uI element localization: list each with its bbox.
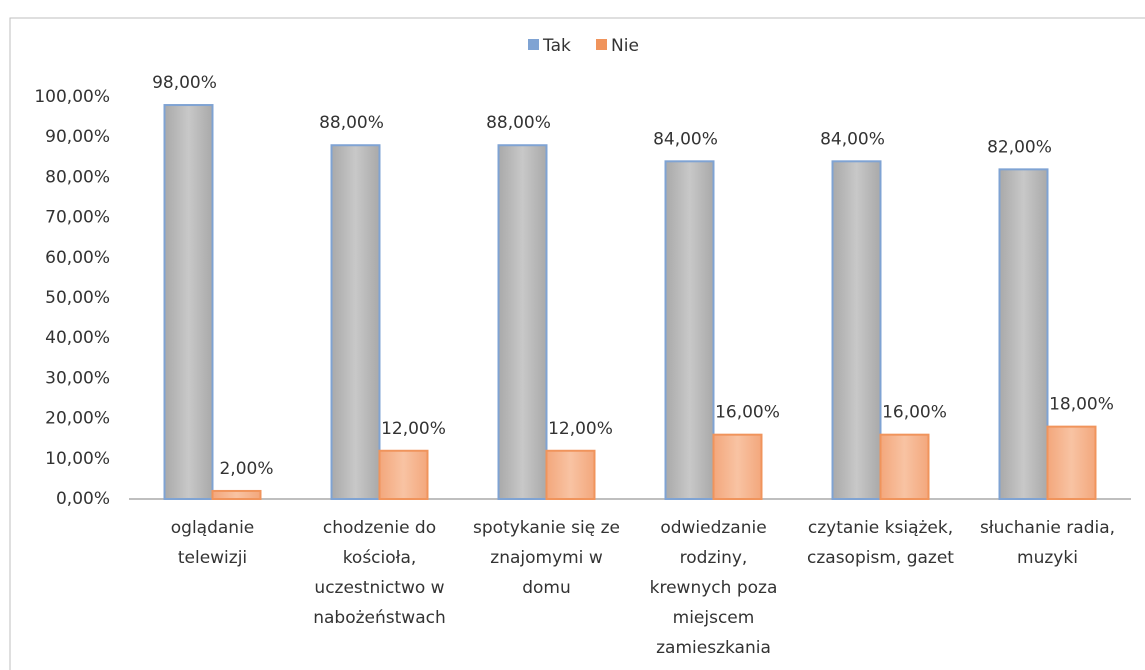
value-label: 2,00% [219, 459, 273, 479]
value-label: 82,00% [987, 137, 1052, 157]
bar [163, 104, 214, 500]
value-label: 84,00% [653, 129, 718, 149]
y-tick-label: 50,00% [45, 288, 110, 308]
legend-label: Tak [542, 36, 571, 56]
x-tick-label: uczestnictwo w [314, 578, 444, 598]
value-label: 88,00% [486, 113, 551, 133]
bar [998, 168, 1049, 501]
value-label: 18,00% [1049, 395, 1114, 415]
x-tick-label: odwiedzanie [660, 518, 766, 538]
bar [664, 160, 715, 500]
x-tick-label: telewizji [178, 548, 247, 568]
y-tick-label: 40,00% [45, 328, 110, 348]
legend-label: Nie [611, 36, 639, 56]
bar [879, 433, 930, 500]
value-label: 16,00% [715, 403, 780, 423]
value-label: 98,00% [152, 73, 217, 93]
x-tick-label: krewnych poza [650, 578, 778, 598]
y-tick-label: 30,00% [45, 368, 110, 388]
x-tick-label: miejscem [673, 608, 755, 628]
x-tick-label: czytanie książek, [808, 518, 953, 538]
bar [211, 489, 262, 500]
x-tick-label: nabożeństwach [313, 608, 446, 628]
bar [497, 144, 548, 501]
legend-swatch [528, 39, 539, 50]
y-tick-label: 80,00% [45, 167, 110, 187]
bar [1046, 425, 1097, 501]
bar [330, 144, 381, 501]
bar [831, 160, 882, 500]
y-tick-label: 100,00% [34, 87, 110, 107]
y-tick-label: 20,00% [45, 409, 110, 429]
x-tick-label: rodziny, [680, 548, 748, 568]
value-label: 16,00% [882, 403, 947, 423]
x-tick-label: kościoła, [343, 548, 417, 568]
x-tick-label: oglądanie [171, 518, 255, 538]
value-label: 84,00% [820, 129, 885, 149]
y-tick-label: 60,00% [45, 248, 110, 268]
y-tick-label: 0,00% [56, 489, 110, 509]
value-label: 12,00% [381, 419, 446, 439]
x-tick-label: słuchanie radia, [980, 518, 1115, 538]
x-tick-label: spotykanie się ze [473, 518, 620, 538]
x-tick-label: znajomymi w [490, 548, 603, 568]
bar [378, 449, 429, 501]
y-tick-label: 90,00% [45, 127, 110, 147]
y-tick-label: 70,00% [45, 208, 110, 228]
value-label: 88,00% [319, 113, 384, 133]
bar [712, 433, 763, 500]
x-tick-label: domu [522, 578, 571, 598]
x-tick-label: muzyki [1017, 548, 1078, 568]
y-tick-label: 10,00% [45, 449, 110, 469]
x-tick-label: czasopism, gazet [807, 548, 954, 568]
legend-swatch [596, 39, 607, 50]
x-tick-label: chodzenie do [323, 518, 436, 538]
x-tick-label: zamieszkania [656, 638, 771, 658]
value-label: 12,00% [548, 419, 613, 439]
bar [545, 449, 596, 501]
